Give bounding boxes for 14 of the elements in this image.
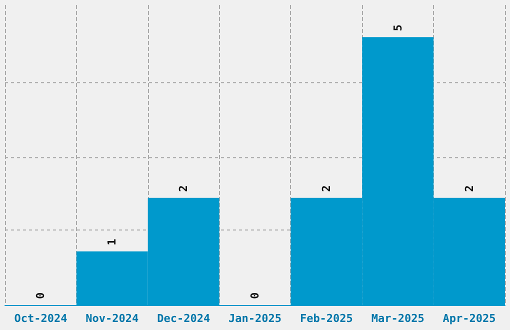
x-tick-label: Mar-2025 bbox=[371, 312, 424, 325]
x-tick-label: Jan-2025 bbox=[228, 312, 282, 325]
data-label: 2 bbox=[177, 185, 190, 192]
data-label: 5 bbox=[391, 24, 404, 32]
data-label: 0 bbox=[34, 292, 48, 299]
data-label: 0 bbox=[248, 292, 262, 299]
x-tick-label: Oct-2024 bbox=[14, 312, 68, 325]
x-tick-label: Feb-2025 bbox=[300, 312, 353, 325]
x-tick-label: Nov-2024 bbox=[86, 312, 140, 325]
data-label: 2 bbox=[462, 185, 476, 192]
x-tick-label: Apr-2025 bbox=[442, 312, 496, 325]
data-label: 1 bbox=[106, 238, 119, 246]
data-label: 2 bbox=[320, 185, 333, 192]
x-tick-label: Dec-2024 bbox=[157, 312, 210, 325]
